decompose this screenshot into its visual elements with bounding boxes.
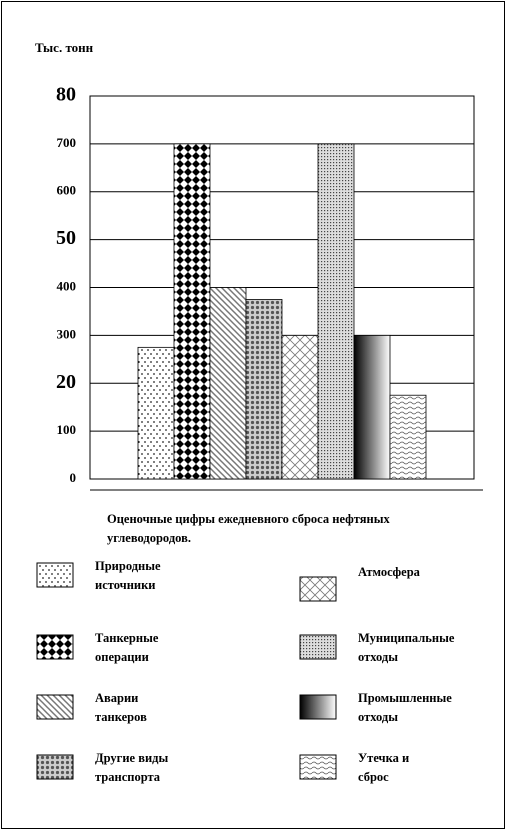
legend-swatch (299, 754, 337, 780)
legend-swatch (299, 694, 337, 720)
y-tick-label: 0 (70, 470, 77, 485)
bar (389, 394, 427, 480)
y-tick-label: 600 (57, 183, 77, 198)
legend-swatch (299, 576, 337, 602)
legend-label: Другие виды транспорта (95, 751, 169, 784)
bar (173, 143, 211, 480)
legend-swatch (36, 634, 74, 660)
y-tick-label: 700 (57, 135, 77, 150)
y-tick-label: 100 (57, 422, 77, 437)
legend-swatch (36, 562, 74, 588)
bar (209, 287, 247, 480)
y-tick-label: 400 (57, 278, 77, 293)
legend-swatch (36, 694, 74, 720)
bar (317, 143, 355, 480)
legend-label: Муниципальные отходы (358, 631, 455, 664)
bar (137, 346, 175, 480)
legend-label: Утечка и сброс (358, 751, 410, 784)
y-tick-label: 20 (56, 371, 76, 393)
y-axis-label: Тыс. тонн (35, 40, 94, 55)
legend-label: Промышленные отходы (358, 691, 452, 724)
bar (245, 299, 283, 480)
y-tick-label: 300 (57, 326, 77, 341)
legend-swatch (299, 634, 337, 660)
legend-label: Природные источники (95, 559, 161, 592)
legend-label: Танкерные операции (95, 631, 159, 664)
bar (281, 334, 319, 480)
y-tick-label: 80 (56, 84, 76, 106)
legend-swatch (36, 754, 74, 780)
legend-label: Аварии танкеров (95, 691, 147, 724)
caption: Оценочные цифры ежедневного сброса нефтя… (107, 512, 390, 545)
bar (353, 334, 391, 480)
y-tick-label: 50 (56, 227, 76, 249)
legend-label: Атмосфера (358, 565, 420, 579)
